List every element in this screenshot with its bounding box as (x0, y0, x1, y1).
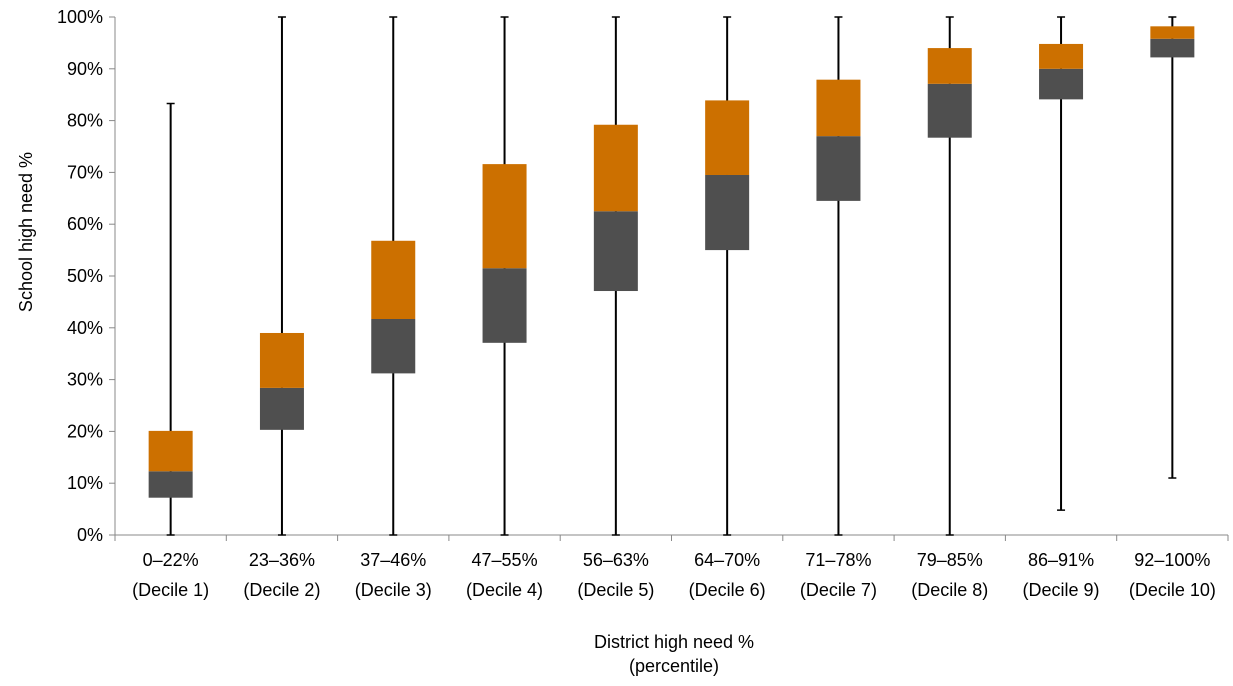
box-lower-decile-7 (816, 136, 861, 201)
y-tick-label: 100% (57, 7, 103, 27)
box-upper-decile-9 (1039, 43, 1084, 69)
box-lower-decile-10 (1150, 38, 1195, 58)
y-tick-label: 20% (67, 421, 103, 441)
box-lower-decile-3 (371, 318, 416, 374)
y-tick-label: 90% (67, 59, 103, 79)
plot-area: 0% 10% 20% 30% 40% 50% 60% 70% 80% 90% 100% 0–22% (D… (57, 7, 1229, 600)
y-tick-label: 10% (67, 473, 103, 493)
x-tick-label-decile: (Decile 9) (1023, 580, 1100, 600)
box-upper-decile-3 (371, 240, 416, 319)
y-tick-label: 70% (67, 162, 103, 182)
box-upper-decile-10 (1150, 26, 1195, 39)
box-lower-decile-4 (482, 268, 527, 343)
x-tick-label-decile: (Decile 5) (577, 580, 654, 600)
x-tick-label-decile: (Decile 10) (1129, 580, 1216, 600)
x-tick-label-range: 0–22% (143, 550, 199, 570)
x-tick-label-range: 79–85% (917, 550, 983, 570)
x-tick-label-range: 37–46% (360, 550, 426, 570)
box-lower-decile-6 (705, 174, 750, 251)
box-lower-decile-1 (148, 471, 193, 498)
box-upper-decile-2 (259, 332, 304, 388)
x-tick-label-range: 86–91% (1028, 550, 1094, 570)
x-tick-label-range: 64–70% (694, 550, 760, 570)
x-tick-label-decile: (Decile 7) (800, 580, 877, 600)
x-tick-label-decile: (Decile 4) (466, 580, 543, 600)
x-axis-title: District high need % (percentile) (594, 632, 754, 676)
x-tick-label-decile: (Decile 1) (132, 580, 209, 600)
box-lower-decile-2 (259, 387, 304, 430)
box-upper-decile-6 (705, 100, 750, 175)
x-tick-label-decile: (Decile 3) (355, 580, 432, 600)
box-lower-decile-8 (927, 83, 972, 138)
box-lower-decile-5 (593, 211, 638, 292)
box-upper-decile-8 (927, 48, 972, 84)
y-tick-label: 30% (67, 370, 103, 390)
y-tick-label: 50% (67, 266, 103, 286)
y-tick-label: 0% (77, 525, 103, 545)
x-tick-label-decile: (Decile 6) (689, 580, 766, 600)
x-tick-label-range: 23–36% (249, 550, 315, 570)
box-upper-decile-5 (593, 124, 638, 212)
x-axis-title-line-2: (percentile) (629, 656, 719, 676)
x-tick-label-decile: (Decile 2) (243, 580, 320, 600)
y-tick-label: 60% (67, 214, 103, 234)
box-lower-decile-9 (1039, 68, 1084, 100)
y-tick-label: 40% (67, 318, 103, 338)
x-tick-label-decile: (Decile 8) (911, 580, 988, 600)
x-tick-label-range: 56–63% (583, 550, 649, 570)
box-upper-decile-1 (148, 430, 193, 472)
x-tick-label-range: 47–55% (472, 550, 538, 570)
box-upper-decile-4 (482, 164, 527, 269)
x-tick-label-range: 92–100% (1134, 550, 1210, 570)
y-tick-label: 80% (67, 111, 103, 131)
x-axis-title-line-1: District high need % (594, 632, 754, 652)
box-upper-decile-7 (816, 79, 861, 137)
x-tick-label-range: 71–78% (805, 550, 871, 570)
y-axis-title: School high need % (16, 152, 36, 312)
y-axis-title-text: School high need % (16, 152, 36, 312)
